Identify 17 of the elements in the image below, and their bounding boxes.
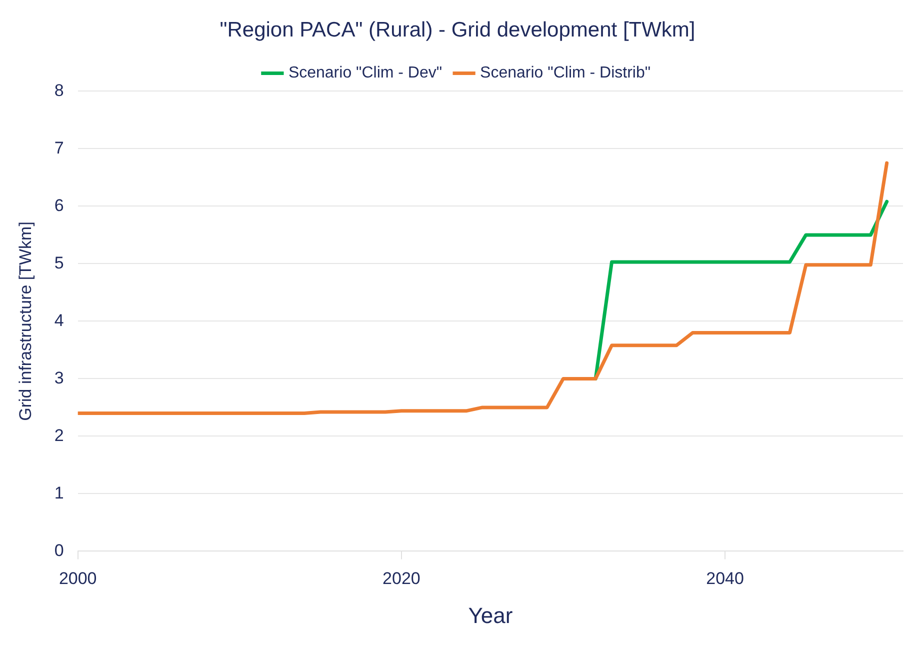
y-tick-label: 1 — [54, 483, 64, 502]
y-tick-label: 5 — [54, 253, 64, 272]
y-tick-label: 4 — [54, 310, 64, 330]
x-tick-label: 2040 — [706, 569, 744, 588]
legend-label: Scenario "Clim - Dev" — [288, 64, 442, 82]
y-tick-label: 6 — [54, 196, 64, 215]
y-axis-title: Grid infrastructure [TWkm] — [16, 222, 35, 421]
chart-title: "Region PACA" (Rural) - Grid development [TWkm] — [220, 18, 696, 42]
y-tick-label: 8 — [54, 80, 64, 100]
y-tick-label: 3 — [54, 368, 64, 388]
x-tick-label: 2000 — [58, 569, 97, 588]
x-tick-label: 2020 — [382, 569, 420, 588]
y-tick-label: 7 — [54, 138, 64, 158]
y-tick-label: 2 — [54, 426, 64, 445]
y-tick-label: 0 — [54, 540, 64, 560]
legend-label: Scenario "Clim - Distrib" — [480, 64, 651, 82]
x-axis-title: Year — [468, 602, 513, 628]
